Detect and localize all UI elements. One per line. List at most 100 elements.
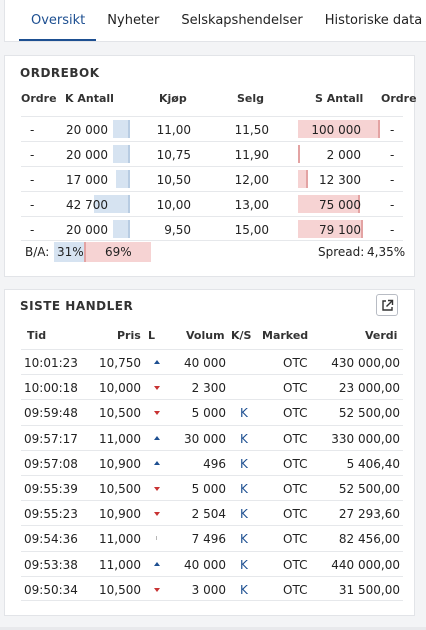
trade-time: 10:01:23	[24, 356, 78, 370]
trade-price: 10,500	[99, 482, 141, 496]
header-market: Marked	[262, 329, 309, 342]
trade-value: 31 500,00	[338, 582, 400, 597]
trade-price: 10,750	[99, 356, 141, 370]
trade-buyer-seller: K	[240, 507, 248, 522]
sell-quantity: 79 100	[319, 223, 361, 237]
trade-value: 52 500,00	[338, 482, 400, 496]
trade-volume: 30 000	[184, 431, 226, 446]
trade-row: 09:59:48 10,500 5 000 K OTC 52 500,00	[21, 399, 403, 424]
header-price: Pris	[117, 329, 141, 342]
header-sell: Selg	[237, 92, 265, 105]
arrow-down-icon	[154, 487, 160, 491]
trade-market: OTC	[283, 381, 308, 396]
header-orders-left: Ordre	[21, 92, 57, 105]
trade-time: 09:53:38	[24, 557, 78, 572]
trade-value: 5 406,40	[346, 456, 400, 471]
buy-bar-edge	[128, 195, 130, 213]
tab-historiske-data[interactable]: Historiske data	[324, 13, 423, 28]
trade-price: 10,900	[99, 507, 141, 522]
orderbook-title: ORDREBOK	[20, 66, 100, 80]
buy-price: 10,00	[156, 198, 191, 212]
trade-buyer-seller: K	[240, 456, 248, 471]
arrow-down-icon	[154, 512, 160, 517]
header-buy: Kjøp	[159, 92, 187, 105]
arrow-down-icon	[154, 411, 160, 416]
ask-share-fill	[84, 242, 151, 262]
tab-oversikt[interactable]: Oversikt	[5, 0, 97, 41]
sell-price: 11,50	[234, 123, 269, 137]
trade-market: OTC	[283, 431, 308, 446]
buy-quantity-bar	[113, 220, 130, 238]
buy-quantity: 20 000	[66, 123, 108, 137]
sell-quantity: 100 000	[311, 123, 361, 137]
trade-price: 10,500	[99, 582, 141, 597]
header-buy-qty: K Antall	[65, 92, 114, 105]
ba-label: B/A:	[25, 245, 50, 259]
trade-market: OTC	[283, 406, 308, 421]
orders-right: -	[390, 223, 395, 237]
trade-market: OTC	[283, 482, 308, 496]
tab-bar: Oversikt Nyheter Selskapshendelser Histo…	[4, 0, 426, 42]
trade-time: 09:59:48	[24, 406, 78, 421]
trade-row: 09:50:34 10,500 3 000 K OTC 31 500,00	[21, 575, 403, 601]
buy-quantity-bar	[113, 145, 130, 163]
page-bottom-divider	[0, 627, 426, 630]
trades-card: SISTE HANDLER Tid Pris L Volum K/S Marke…	[4, 289, 415, 616]
arrow-up-icon	[154, 460, 160, 465]
bid-ask-bar: 31% 69%	[54, 242, 151, 262]
trade-market: OTC	[283, 456, 308, 471]
orders-right: -	[390, 173, 395, 187]
arrow-up-icon	[154, 435, 160, 440]
sell-price: 13,00	[234, 198, 269, 212]
open-external-button[interactable]	[376, 294, 398, 316]
trade-value: 430 000,00	[331, 356, 400, 370]
sell-quantity-bar	[298, 120, 380, 138]
trade-value: 52 500,00	[338, 406, 400, 421]
ask-share: 69%	[105, 245, 132, 259]
trade-market: OTC	[283, 356, 308, 370]
buy-bar-edge	[128, 170, 130, 188]
trade-price: 11,000	[99, 557, 141, 572]
orderbook-row: - 20 000 9,50 15,00 79 100 -	[21, 216, 403, 241]
buy-quantity-bar	[113, 120, 130, 138]
sell-bar-edge	[298, 145, 300, 163]
trade-buyer-seller: K	[240, 431, 248, 446]
trade-row: 09:54:36 11,000 7 496 K OTC 82 456,00	[21, 525, 403, 550]
buy-quantity: 42 700	[66, 198, 108, 212]
trade-price: 11,000	[99, 431, 141, 446]
trade-price: 11,000	[99, 532, 141, 547]
trade-row: 09:55:39 10,500 5 000 K OTC 52 500,00	[21, 475, 403, 500]
trade-time: 09:57:08	[24, 456, 78, 471]
buy-quantity-bar	[116, 170, 130, 188]
header-time: Tid	[27, 329, 47, 342]
tab-selskapshendelser[interactable]: Selskapshendelser	[181, 13, 303, 28]
sell-quantity-bar	[298, 170, 308, 188]
header-orders-right: Ordre	[381, 92, 417, 105]
sell-bar-edge	[361, 220, 363, 238]
trade-value: 82 456,00	[338, 532, 400, 547]
orders-right: -	[390, 123, 395, 137]
trade-row: 09:55:23 10,900 2 504 K OTC 27 293,60	[21, 500, 403, 525]
trade-volume: 3 000	[191, 582, 226, 597]
sell-bar-edge	[358, 195, 360, 213]
sell-quantity: 75 000	[319, 198, 361, 212]
trades-header: Tid Pris L Volum K/S Marked Verdi	[5, 329, 414, 343]
bid-share: 31%	[57, 245, 84, 259]
trade-market: OTC	[283, 532, 308, 547]
trade-price: 10,900	[99, 456, 141, 471]
header-l: L	[148, 329, 156, 342]
arrow-up-icon	[154, 360, 160, 364]
bid-ask-divider	[84, 242, 86, 262]
spread-label: Spread:	[318, 245, 365, 259]
arrow-down-icon	[154, 587, 160, 592]
orders-left: -	[30, 173, 35, 187]
trade-price: 10,500	[99, 406, 141, 421]
sell-bar-edge	[306, 170, 308, 188]
external-link-icon	[381, 299, 393, 311]
trade-time: 09:57:17	[24, 431, 78, 446]
buy-price: 10,50	[156, 173, 191, 187]
trade-volume: 40 000	[184, 356, 226, 370]
trade-volume: 7 496	[191, 532, 226, 547]
tab-nyheter[interactable]: Nyheter	[107, 13, 160, 28]
trade-price: 10,000	[99, 381, 141, 396]
